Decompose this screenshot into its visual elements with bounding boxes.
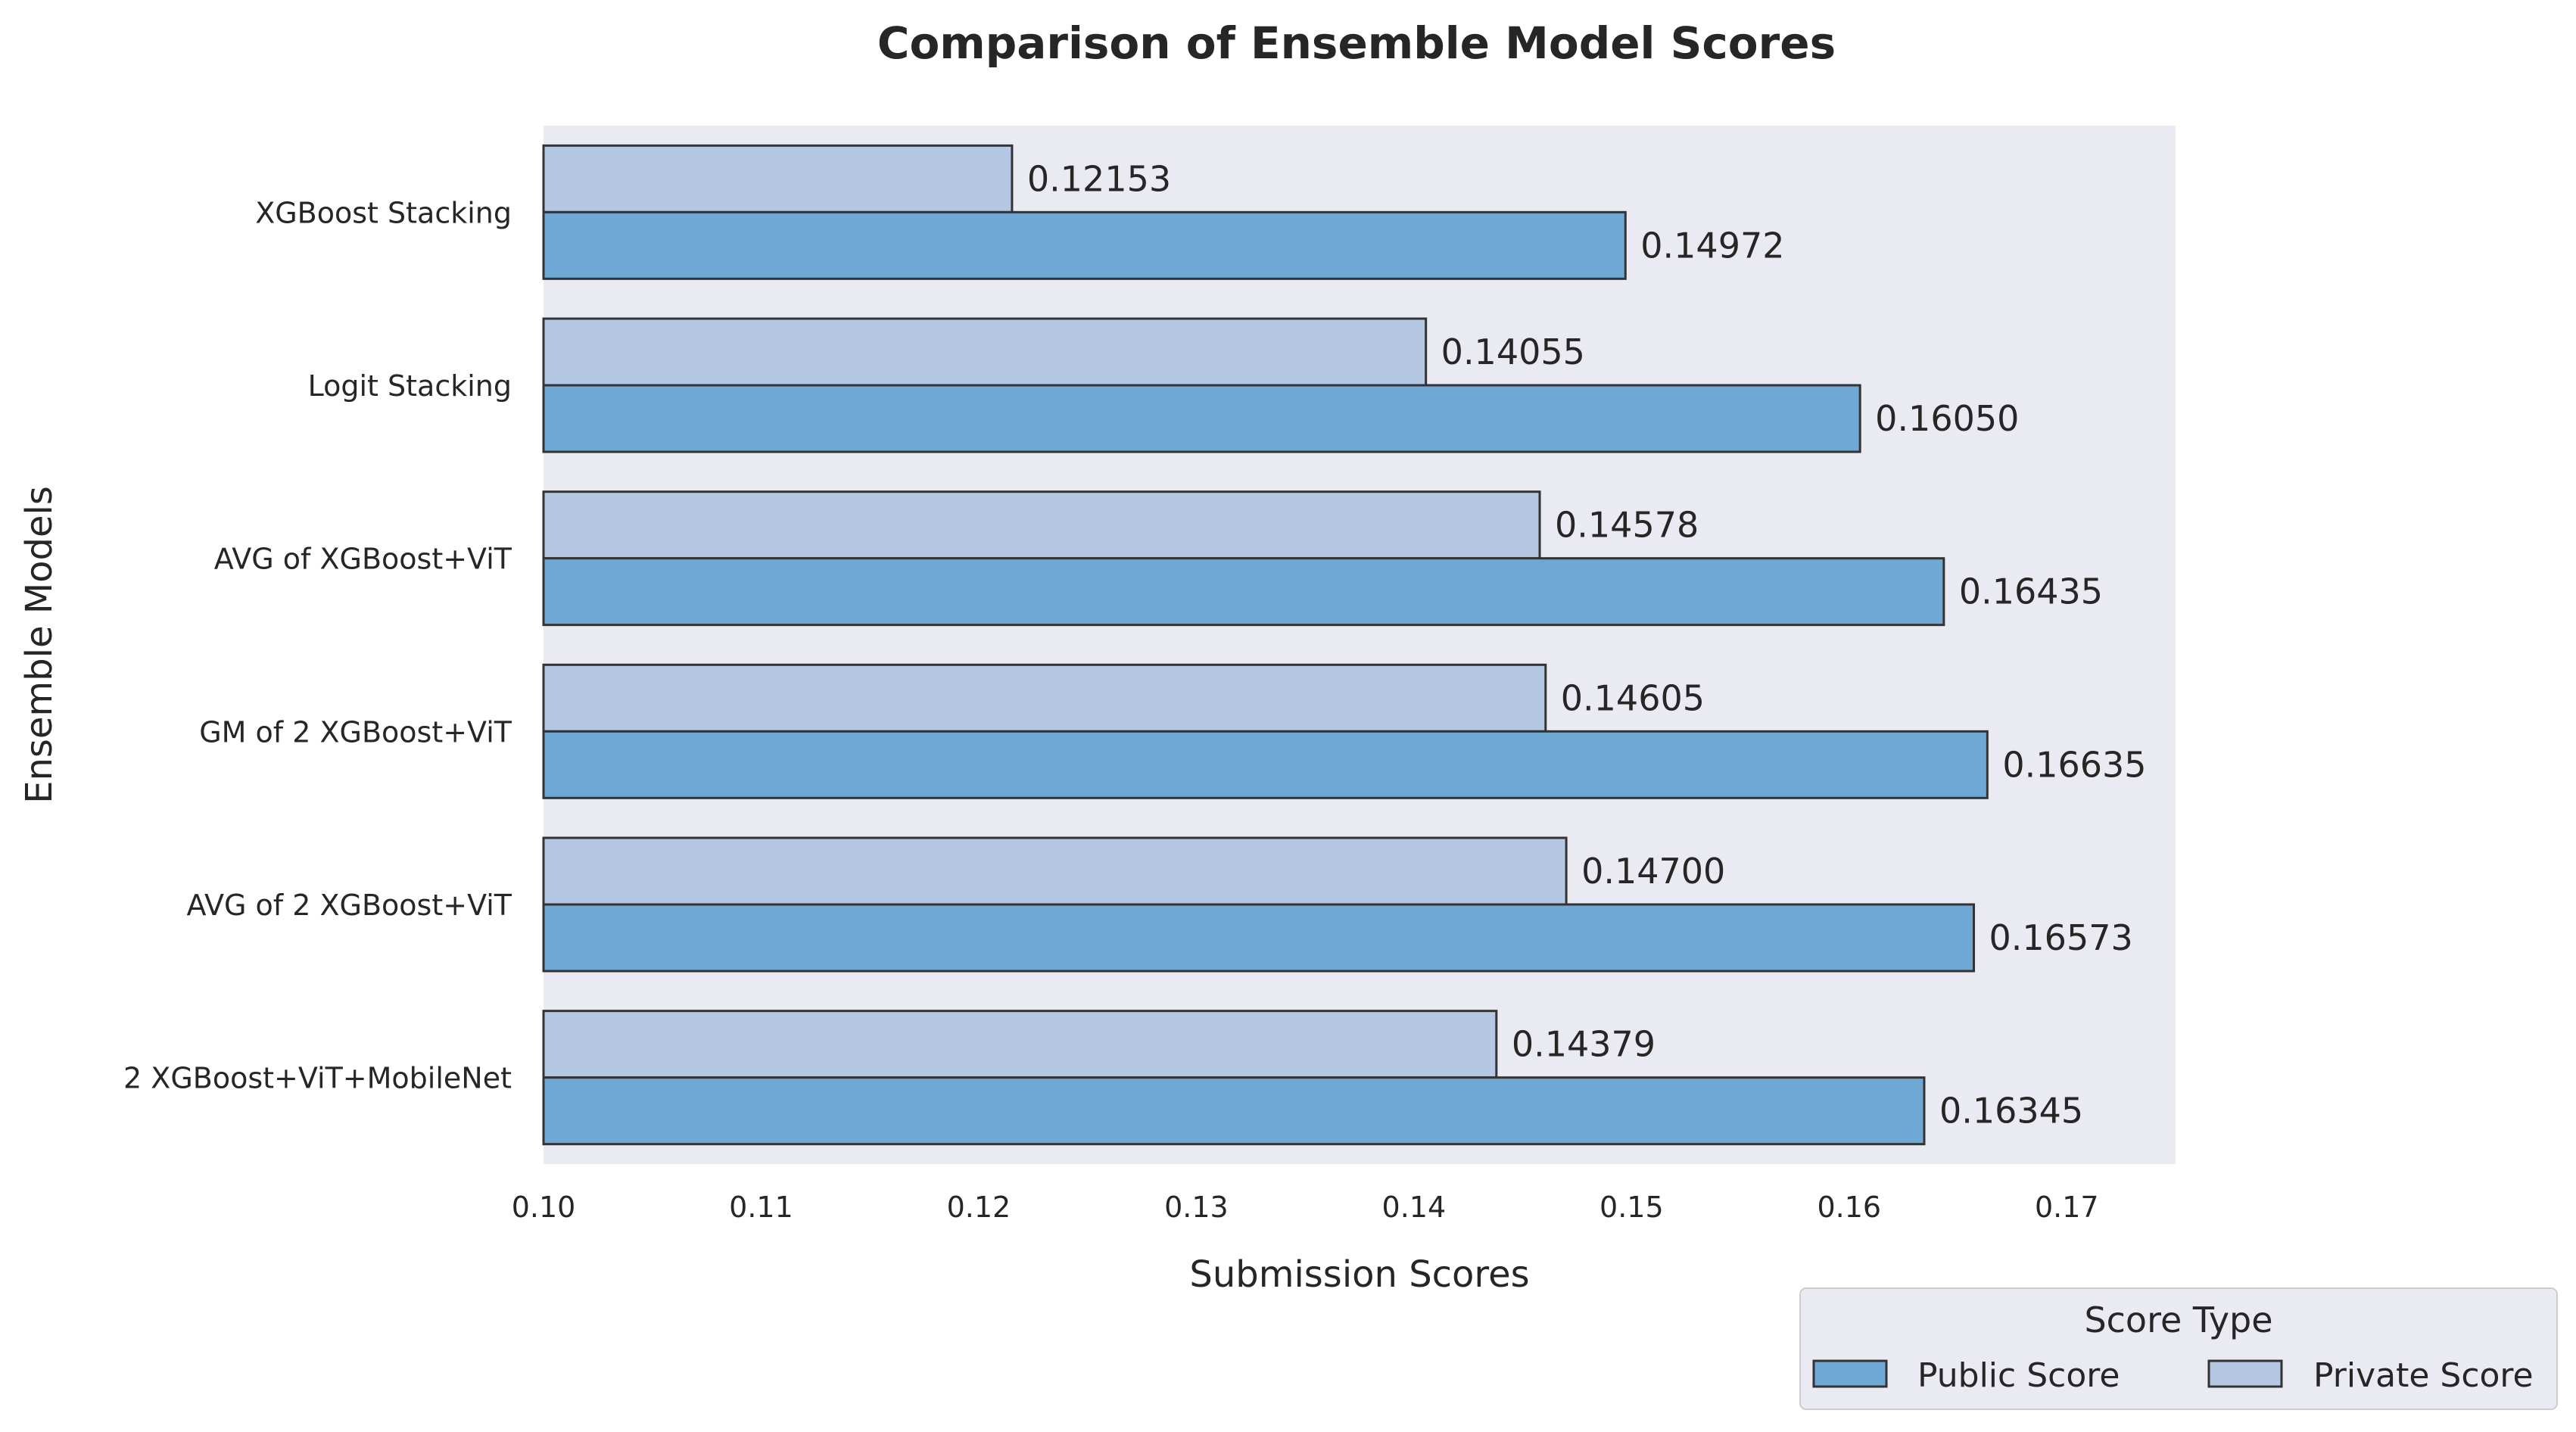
data-label-private-score-2-xgboost-vit-mobilenet: 0.14379	[1512, 1024, 1656, 1065]
x-tick-label-0: 0.10	[512, 1191, 576, 1224]
data-label-public-score-logit-stacking: 0.16050	[1875, 398, 2019, 439]
bar-private-score-gm-of-2-xgboost-vit	[542, 663, 1547, 733]
x-tick-label-3: 0.13	[1164, 1191, 1229, 1224]
bar-private-score-xgboost-stacking	[542, 144, 1014, 213]
y-tick-labels: XGBoost Stacking Logit Stacking AVG of XGB…	[123, 196, 512, 1094]
y-tick-label-xgboost-stacking: XGBoost Stacking	[255, 196, 512, 229]
legend: Score Type Public Score Private Score	[1799, 1287, 2558, 1410]
bar-private-score-avg-of-xgboost-vit	[542, 490, 1541, 560]
bar-public-score-gm-of-2-xgboost-vit	[542, 730, 1989, 799]
data-label-public-score-avg-of-xgboost-vit: 0.16435	[1959, 571, 2103, 612]
x-axis-label: Submission Scores	[1189, 1253, 1529, 1296]
data-label-private-score-xgboost-stacking: 0.12153	[1027, 158, 1171, 199]
y-tick-label-avg-of-2-xgboost-vit: AVG of 2 XGBoost+ViT	[186, 889, 512, 922]
y-axis-label: Ensemble Models	[18, 486, 61, 804]
y-tick-label-gm-of-2-xgboost-vit: GM of 2 XGBoost+ViT	[199, 715, 512, 749]
data-label-public-score-avg-of-2-xgboost-vit: 0.16573	[1989, 917, 2133, 958]
legend-swatch-public	[1812, 1359, 1888, 1388]
x-tick-label-6: 0.16	[1817, 1191, 1881, 1224]
bar-public-score-xgboost-stacking	[542, 210, 1627, 280]
data-label-private-score-avg-of-xgboost-vit: 0.14578	[1555, 505, 1699, 546]
legend-label-private: Private Score	[2313, 1356, 2534, 1395]
chart-title: Comparison of Ensemble Model Scores	[877, 17, 1836, 69]
legend-title: Score Type	[2084, 1300, 2272, 1340]
legend-label-public: Public Score	[1917, 1356, 2120, 1395]
legend-swatch-private	[2207, 1359, 2283, 1388]
legend-box	[1799, 1287, 2558, 1410]
bar-private-score-logit-stacking	[542, 317, 1428, 387]
bar-public-score-logit-stacking	[542, 384, 1861, 453]
x-tick-label-4: 0.14	[1382, 1191, 1447, 1224]
y-tick-label-avg-of-xgboost-vit: AVG of XGBoost+ViT	[214, 543, 512, 576]
data-label-public-score-xgboost-stacking: 0.14972	[1640, 225, 1784, 266]
bar-private-score-2-xgboost-vit-mobilenet	[542, 1010, 1498, 1079]
bars-layer	[542, 144, 1989, 1146]
x-tick-label-7: 0.17	[2035, 1191, 2099, 1224]
data-label-private-score-avg-of-2-xgboost-vit: 0.14700	[1581, 851, 1725, 892]
plot-area	[544, 126, 2176, 1164]
bar-private-score-avg-of-2-xgboost-vit	[542, 836, 1568, 906]
bar-public-score-avg-of-2-xgboost-vit	[542, 903, 1976, 973]
x-tick-labels: 0.10 0.11 0.12 0.13 0.14 0.15 0.16 0.17	[512, 1191, 2099, 1224]
bar-public-score-2-xgboost-vit-mobilenet	[542, 1076, 1926, 1146]
data-label-public-score-2-xgboost-vit-mobilenet: 0.16345	[1939, 1091, 2083, 1132]
x-tick-label-5: 0.15	[1599, 1191, 1664, 1224]
data-label-public-score-gm-of-2-xgboost-vit: 0.16635	[2002, 744, 2146, 785]
bar-public-score-avg-of-xgboost-vit	[542, 557, 1945, 627]
y-tick-label-2-xgboost-vit-mobilenet: 2 XGBoost+ViT+MobileNet	[123, 1062, 512, 1095]
x-tick-label-1: 0.11	[729, 1191, 793, 1224]
data-label-private-score-logit-stacking: 0.14055	[1441, 332, 1585, 372]
data-labels-layer: 0.12153 0.14972 0.14055 0.16050 0.14578 0.164…	[1027, 158, 2147, 1131]
data-label-private-score-gm-of-2-xgboost-vit: 0.14605	[1561, 677, 1705, 718]
y-tick-label-logit-stacking: Logit Stacking	[308, 369, 512, 403]
x-tick-label-2: 0.12	[947, 1191, 1011, 1224]
